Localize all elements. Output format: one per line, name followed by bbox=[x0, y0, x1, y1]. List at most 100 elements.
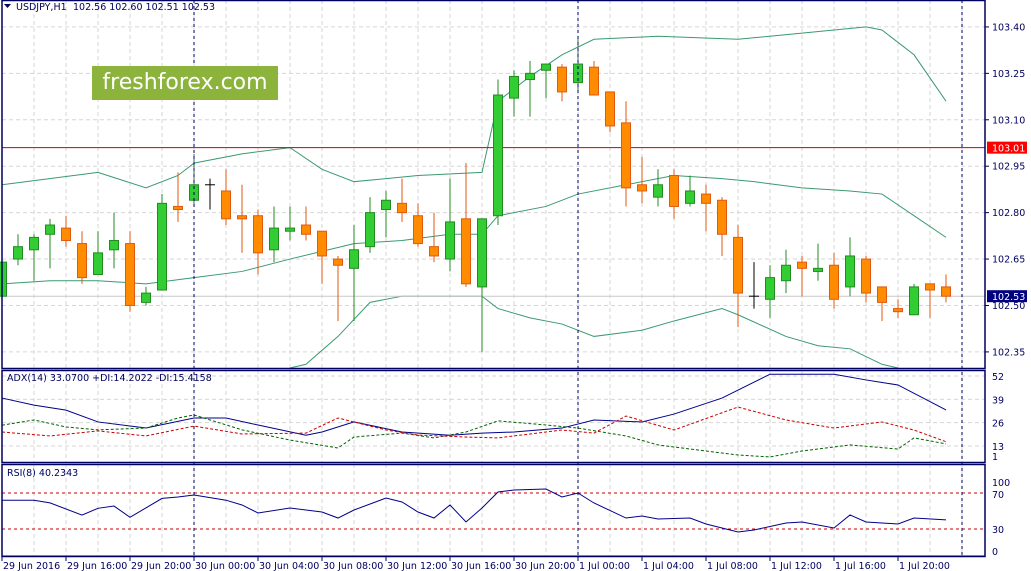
panel-frame bbox=[1, 369, 986, 464]
x-tick-label: 1 Jul 00:00 bbox=[579, 561, 630, 571]
candle-body bbox=[893, 308, 903, 313]
adx-series-di-line bbox=[1, 414, 947, 458]
candle-body bbox=[877, 286, 887, 303]
adx-panel bbox=[1, 373, 947, 458]
candle bbox=[301, 206, 311, 241]
adx-y-tick-label: 52 bbox=[992, 372, 1004, 383]
candle bbox=[173, 172, 183, 222]
candle bbox=[701, 184, 711, 232]
candle bbox=[445, 178, 455, 272]
current-price-label: 102.53 bbox=[992, 292, 1025, 303]
x-tick-label: 30 Jun 04:00 bbox=[259, 561, 319, 571]
candle-body bbox=[941, 286, 951, 297]
candle bbox=[413, 203, 423, 247]
x-tick-label: 29 Jun 20:00 bbox=[131, 561, 191, 571]
candle-body bbox=[669, 174, 679, 207]
candle bbox=[525, 60, 535, 117]
candle bbox=[909, 283, 919, 316]
x-tick-label: 1 Jul 12:00 bbox=[771, 561, 822, 571]
candle-body bbox=[589, 66, 599, 96]
candle bbox=[893, 299, 903, 318]
y-tick-label: 102.65 bbox=[992, 255, 1025, 266]
candle bbox=[653, 169, 663, 207]
candle-body bbox=[509, 75, 519, 99]
candle bbox=[877, 286, 887, 321]
x-tick-label: 30 Jun 20:00 bbox=[515, 561, 575, 571]
candle-body bbox=[125, 243, 135, 306]
candle-body bbox=[685, 190, 695, 204]
candle bbox=[557, 64, 567, 102]
candle-body bbox=[157, 202, 167, 291]
candle-body bbox=[477, 218, 487, 288]
candle bbox=[0, 249, 7, 303]
candle bbox=[925, 283, 935, 318]
candle bbox=[685, 175, 695, 207]
candle-body bbox=[221, 190, 231, 220]
candle bbox=[829, 252, 839, 309]
candle bbox=[221, 169, 231, 226]
candle-body bbox=[141, 292, 151, 303]
panel-frame bbox=[1, 463, 986, 558]
rsi-y-tick-label: 30 bbox=[992, 525, 1004, 536]
candle-body bbox=[381, 199, 391, 211]
candle-body bbox=[557, 66, 567, 93]
candle bbox=[605, 91, 615, 133]
x-tick-label: 30 Jun 12:00 bbox=[387, 561, 447, 571]
candle-body bbox=[605, 91, 615, 127]
candle bbox=[797, 255, 807, 297]
bollinger-upper-line bbox=[1, 26, 947, 189]
x-tick-label: 29 Jun 2016 bbox=[3, 561, 60, 571]
candle-body bbox=[269, 227, 279, 251]
candle-body bbox=[445, 221, 455, 260]
candle-body bbox=[429, 246, 439, 257]
candle bbox=[237, 184, 247, 253]
x-tick-label: 30 Jun 16:00 bbox=[451, 561, 511, 571]
candle-body bbox=[413, 215, 423, 245]
candle bbox=[669, 169, 679, 219]
rsi-line bbox=[2, 488, 947, 533]
x-tick-label: 1 Jul 04:00 bbox=[643, 561, 694, 571]
candle-body bbox=[813, 267, 823, 272]
rsi-title: RSI(8) 40.2343 bbox=[7, 468, 78, 479]
panel-frames bbox=[1, 0, 986, 558]
candle-body bbox=[317, 230, 327, 257]
x-tick-label: 1 Jul 20:00 bbox=[899, 561, 950, 571]
candle bbox=[637, 156, 647, 204]
candle bbox=[589, 60, 599, 96]
rsi-y-tick-label: 70 bbox=[992, 490, 1004, 501]
candle-body bbox=[909, 286, 919, 316]
candle bbox=[205, 178, 215, 210]
bollinger-lower-line bbox=[289, 295, 899, 369]
candle-body bbox=[765, 277, 775, 300]
adx-series-adx-line bbox=[1, 373, 947, 436]
collapse-triangle-icon[interactable] bbox=[4, 4, 11, 8]
candle-body bbox=[45, 224, 55, 235]
candle-body bbox=[13, 246, 23, 260]
rsi-y-tick-label: 100 bbox=[992, 478, 1010, 489]
candle bbox=[781, 249, 791, 294]
y-tick-label: 102.35 bbox=[992, 347, 1025, 358]
candle-body bbox=[173, 205, 183, 211]
candle bbox=[317, 230, 327, 284]
rsi-y-tick-label: 0 bbox=[992, 547, 998, 558]
candle-body bbox=[701, 193, 711, 204]
candle-body bbox=[525, 72, 535, 81]
adx-y-tick-label: 26 bbox=[992, 419, 1004, 430]
candle bbox=[125, 231, 135, 312]
candle-body bbox=[237, 215, 247, 220]
adx-title: ADX(14) 33.0700 +DI:14.2022 -DI:15.4158 bbox=[7, 373, 212, 384]
ohlc-header: 102.56 102.60 102.51 102.53 bbox=[73, 2, 215, 13]
candle bbox=[365, 197, 375, 253]
candle-body bbox=[333, 258, 343, 266]
y-tick-label: 103.40 bbox=[992, 22, 1025, 33]
candle bbox=[717, 197, 727, 256]
x-tick-label: 30 Jun 00:00 bbox=[195, 561, 255, 571]
candle bbox=[269, 206, 279, 263]
candle bbox=[61, 215, 71, 247]
x-tick-label: 1 Jul 16:00 bbox=[835, 561, 886, 571]
rsi-panel bbox=[2, 488, 985, 533]
candle bbox=[333, 255, 343, 321]
candle bbox=[509, 70, 519, 117]
candle bbox=[541, 63, 551, 99]
